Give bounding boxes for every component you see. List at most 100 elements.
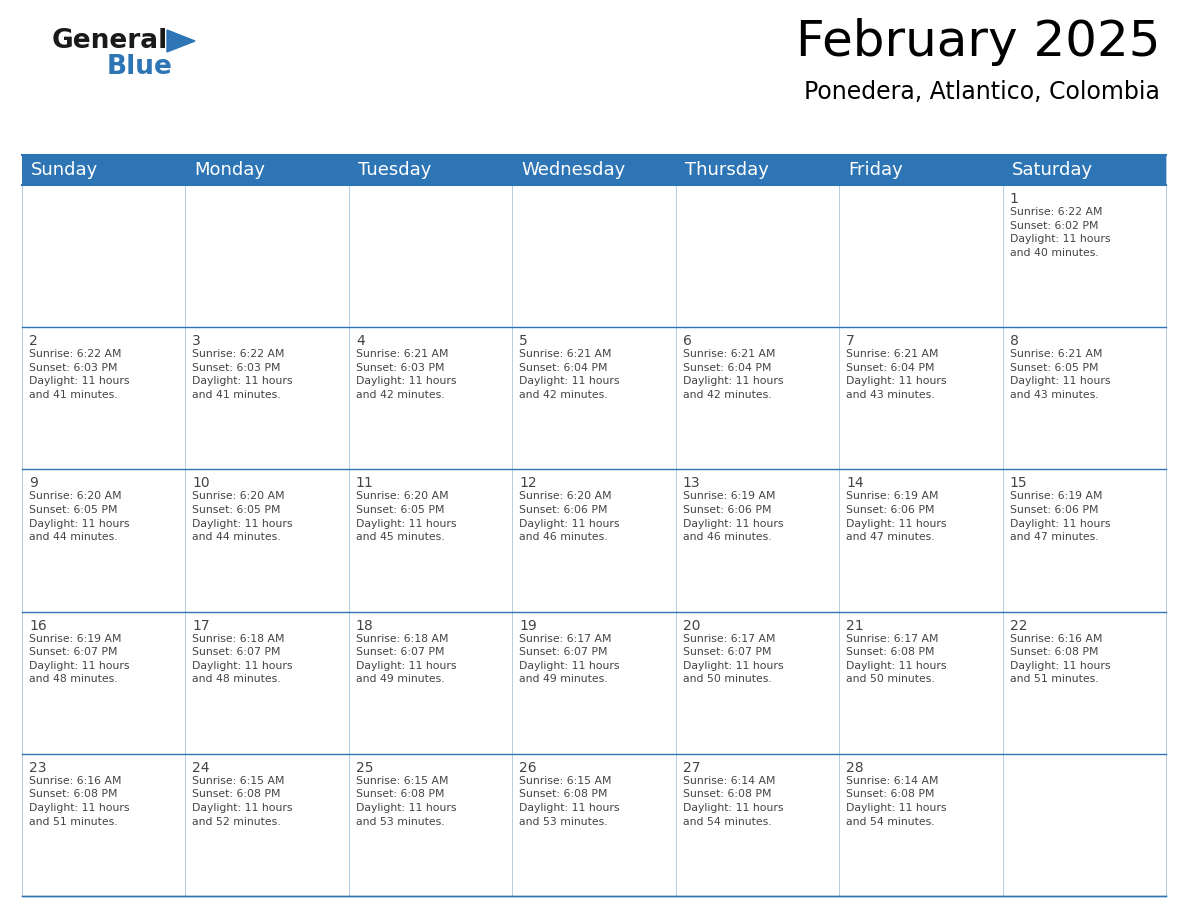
Text: Monday: Monday bbox=[195, 161, 265, 179]
Text: 23: 23 bbox=[29, 761, 46, 775]
Bar bbox=[1003, 469, 1165, 611]
Text: Friday: Friday bbox=[848, 161, 903, 179]
Bar bbox=[676, 327, 839, 469]
Text: Sunrise: 6:20 AM
Sunset: 6:05 PM
Daylight: 11 hours
and 45 minutes.: Sunrise: 6:20 AM Sunset: 6:05 PM Dayligh… bbox=[356, 491, 456, 543]
Text: February 2025: February 2025 bbox=[796, 18, 1159, 66]
Bar bbox=[839, 469, 1003, 611]
Text: Sunrise: 6:16 AM
Sunset: 6:08 PM
Daylight: 11 hours
and 51 minutes.: Sunrise: 6:16 AM Sunset: 6:08 PM Dayligh… bbox=[1010, 633, 1110, 685]
Text: 18: 18 bbox=[356, 619, 373, 633]
Text: 2: 2 bbox=[29, 334, 38, 348]
Bar bbox=[23, 185, 185, 327]
Bar bbox=[512, 754, 676, 896]
Bar bbox=[23, 469, 185, 611]
Bar bbox=[185, 754, 349, 896]
Text: 7: 7 bbox=[846, 334, 855, 348]
Bar bbox=[349, 469, 512, 611]
Text: Wednesday: Wednesday bbox=[522, 161, 626, 179]
Bar bbox=[349, 185, 512, 327]
Bar bbox=[23, 611, 185, 754]
Text: Sunrise: 6:14 AM
Sunset: 6:08 PM
Daylight: 11 hours
and 54 minutes.: Sunrise: 6:14 AM Sunset: 6:08 PM Dayligh… bbox=[846, 776, 947, 826]
Bar bbox=[349, 611, 512, 754]
Polygon shape bbox=[168, 30, 195, 52]
Bar bbox=[23, 155, 185, 185]
Text: 21: 21 bbox=[846, 619, 864, 633]
Text: 20: 20 bbox=[683, 619, 700, 633]
Text: 24: 24 bbox=[192, 761, 210, 775]
Text: Sunrise: 6:19 AM
Sunset: 6:06 PM
Daylight: 11 hours
and 47 minutes.: Sunrise: 6:19 AM Sunset: 6:06 PM Dayligh… bbox=[846, 491, 947, 543]
Text: Sunrise: 6:18 AM
Sunset: 6:07 PM
Daylight: 11 hours
and 49 minutes.: Sunrise: 6:18 AM Sunset: 6:07 PM Dayligh… bbox=[356, 633, 456, 685]
Text: 27: 27 bbox=[683, 761, 700, 775]
Text: Blue: Blue bbox=[107, 54, 173, 80]
Text: 6: 6 bbox=[683, 334, 691, 348]
Bar bbox=[676, 754, 839, 896]
Bar bbox=[512, 327, 676, 469]
Text: 17: 17 bbox=[192, 619, 210, 633]
Bar bbox=[1003, 185, 1165, 327]
Bar bbox=[839, 327, 1003, 469]
Text: 12: 12 bbox=[519, 476, 537, 490]
Text: Sunrise: 6:14 AM
Sunset: 6:08 PM
Daylight: 11 hours
and 54 minutes.: Sunrise: 6:14 AM Sunset: 6:08 PM Dayligh… bbox=[683, 776, 783, 826]
Bar bbox=[349, 754, 512, 896]
Text: Sunrise: 6:21 AM
Sunset: 6:04 PM
Daylight: 11 hours
and 43 minutes.: Sunrise: 6:21 AM Sunset: 6:04 PM Dayligh… bbox=[846, 349, 947, 400]
Bar bbox=[676, 155, 839, 185]
Bar bbox=[1003, 155, 1165, 185]
Text: Tuesday: Tuesday bbox=[358, 161, 431, 179]
Bar bbox=[512, 155, 676, 185]
Bar bbox=[185, 185, 349, 327]
Bar bbox=[839, 611, 1003, 754]
Text: Sunrise: 6:20 AM
Sunset: 6:05 PM
Daylight: 11 hours
and 44 minutes.: Sunrise: 6:20 AM Sunset: 6:05 PM Dayligh… bbox=[192, 491, 293, 543]
Text: 11: 11 bbox=[356, 476, 373, 490]
Text: Sunrise: 6:18 AM
Sunset: 6:07 PM
Daylight: 11 hours
and 48 minutes.: Sunrise: 6:18 AM Sunset: 6:07 PM Dayligh… bbox=[192, 633, 293, 685]
Bar bbox=[349, 327, 512, 469]
Bar bbox=[839, 185, 1003, 327]
Text: Sunrise: 6:22 AM
Sunset: 6:02 PM
Daylight: 11 hours
and 40 minutes.: Sunrise: 6:22 AM Sunset: 6:02 PM Dayligh… bbox=[1010, 207, 1110, 258]
Text: Sunrise: 6:21 AM
Sunset: 6:05 PM
Daylight: 11 hours
and 43 minutes.: Sunrise: 6:21 AM Sunset: 6:05 PM Dayligh… bbox=[1010, 349, 1110, 400]
Bar bbox=[1003, 611, 1165, 754]
Text: Sunrise: 6:17 AM
Sunset: 6:08 PM
Daylight: 11 hours
and 50 minutes.: Sunrise: 6:17 AM Sunset: 6:08 PM Dayligh… bbox=[846, 633, 947, 685]
Bar bbox=[512, 611, 676, 754]
Text: 19: 19 bbox=[519, 619, 537, 633]
Bar bbox=[676, 611, 839, 754]
Bar bbox=[349, 155, 512, 185]
Text: 13: 13 bbox=[683, 476, 701, 490]
Bar bbox=[1003, 754, 1165, 896]
Text: Ponedera, Atlantico, Colombia: Ponedera, Atlantico, Colombia bbox=[804, 80, 1159, 104]
Text: Sunrise: 6:19 AM
Sunset: 6:07 PM
Daylight: 11 hours
and 48 minutes.: Sunrise: 6:19 AM Sunset: 6:07 PM Dayligh… bbox=[29, 633, 129, 685]
Text: 5: 5 bbox=[519, 334, 527, 348]
Text: Sunrise: 6:20 AM
Sunset: 6:05 PM
Daylight: 11 hours
and 44 minutes.: Sunrise: 6:20 AM Sunset: 6:05 PM Dayligh… bbox=[29, 491, 129, 543]
Bar bbox=[676, 469, 839, 611]
Text: Sunrise: 6:20 AM
Sunset: 6:06 PM
Daylight: 11 hours
and 46 minutes.: Sunrise: 6:20 AM Sunset: 6:06 PM Dayligh… bbox=[519, 491, 620, 543]
Text: 3: 3 bbox=[192, 334, 201, 348]
Text: 22: 22 bbox=[1010, 619, 1028, 633]
Bar bbox=[839, 155, 1003, 185]
Bar bbox=[512, 185, 676, 327]
Text: Sunrise: 6:21 AM
Sunset: 6:04 PM
Daylight: 11 hours
and 42 minutes.: Sunrise: 6:21 AM Sunset: 6:04 PM Dayligh… bbox=[683, 349, 783, 400]
Text: Sunrise: 6:21 AM
Sunset: 6:04 PM
Daylight: 11 hours
and 42 minutes.: Sunrise: 6:21 AM Sunset: 6:04 PM Dayligh… bbox=[519, 349, 620, 400]
Text: 4: 4 bbox=[356, 334, 365, 348]
Text: Sunrise: 6:16 AM
Sunset: 6:08 PM
Daylight: 11 hours
and 51 minutes.: Sunrise: 6:16 AM Sunset: 6:08 PM Dayligh… bbox=[29, 776, 129, 826]
Text: Sunrise: 6:17 AM
Sunset: 6:07 PM
Daylight: 11 hours
and 49 minutes.: Sunrise: 6:17 AM Sunset: 6:07 PM Dayligh… bbox=[519, 633, 620, 685]
Text: Sunrise: 6:21 AM
Sunset: 6:03 PM
Daylight: 11 hours
and 42 minutes.: Sunrise: 6:21 AM Sunset: 6:03 PM Dayligh… bbox=[356, 349, 456, 400]
Text: Sunrise: 6:22 AM
Sunset: 6:03 PM
Daylight: 11 hours
and 41 minutes.: Sunrise: 6:22 AM Sunset: 6:03 PM Dayligh… bbox=[192, 349, 293, 400]
Text: Sunrise: 6:15 AM
Sunset: 6:08 PM
Daylight: 11 hours
and 53 minutes.: Sunrise: 6:15 AM Sunset: 6:08 PM Dayligh… bbox=[519, 776, 620, 826]
Text: Saturday: Saturday bbox=[1011, 161, 1093, 179]
Bar bbox=[512, 469, 676, 611]
Text: 8: 8 bbox=[1010, 334, 1018, 348]
Bar bbox=[23, 754, 185, 896]
Text: Sunrise: 6:15 AM
Sunset: 6:08 PM
Daylight: 11 hours
and 53 minutes.: Sunrise: 6:15 AM Sunset: 6:08 PM Dayligh… bbox=[356, 776, 456, 826]
Bar bbox=[185, 155, 349, 185]
Text: Sunrise: 6:19 AM
Sunset: 6:06 PM
Daylight: 11 hours
and 47 minutes.: Sunrise: 6:19 AM Sunset: 6:06 PM Dayligh… bbox=[1010, 491, 1110, 543]
Bar bbox=[839, 754, 1003, 896]
Text: Sunrise: 6:15 AM
Sunset: 6:08 PM
Daylight: 11 hours
and 52 minutes.: Sunrise: 6:15 AM Sunset: 6:08 PM Dayligh… bbox=[192, 776, 293, 826]
Text: Sunrise: 6:22 AM
Sunset: 6:03 PM
Daylight: 11 hours
and 41 minutes.: Sunrise: 6:22 AM Sunset: 6:03 PM Dayligh… bbox=[29, 349, 129, 400]
Bar bbox=[676, 185, 839, 327]
Text: 14: 14 bbox=[846, 476, 864, 490]
Text: Sunrise: 6:19 AM
Sunset: 6:06 PM
Daylight: 11 hours
and 46 minutes.: Sunrise: 6:19 AM Sunset: 6:06 PM Dayligh… bbox=[683, 491, 783, 543]
Bar bbox=[23, 327, 185, 469]
Text: 26: 26 bbox=[519, 761, 537, 775]
Text: Thursday: Thursday bbox=[684, 161, 769, 179]
Bar bbox=[185, 611, 349, 754]
Text: General: General bbox=[52, 28, 169, 54]
Text: 28: 28 bbox=[846, 761, 864, 775]
Text: 9: 9 bbox=[29, 476, 38, 490]
